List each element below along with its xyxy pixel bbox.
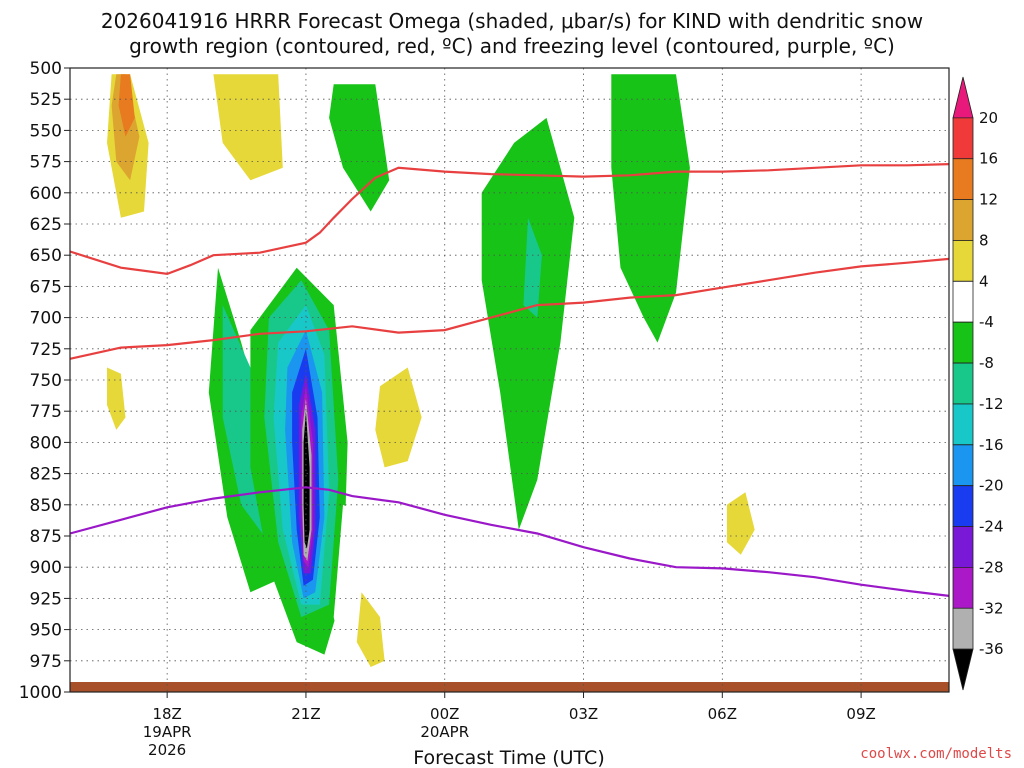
chart-title-line2: growth region (contoured, red, ºC) and f… bbox=[129, 34, 895, 58]
colorbar-label--12: -12 bbox=[979, 395, 1004, 413]
x-tick-label-18Z: 18Z bbox=[152, 705, 181, 723]
colorbar-label-20: 20 bbox=[979, 109, 998, 127]
contour-lines bbox=[69, 163, 950, 597]
y-tick-label-875: 875 bbox=[30, 527, 62, 547]
x-axis-label: Forecast Time (UTC) bbox=[413, 747, 604, 768]
y-tick-label-550: 550 bbox=[30, 121, 62, 141]
contour-line-1 bbox=[69, 257, 950, 360]
colorbar-cell-5 bbox=[952, 280, 974, 323]
colorbar-label--8: -8 bbox=[979, 354, 994, 372]
colorbar-label--28: -28 bbox=[979, 558, 1004, 576]
omega-region-29 bbox=[620, 448, 778, 618]
omega-region-24 bbox=[375, 367, 422, 468]
colorbar-cell-3 bbox=[952, 199, 974, 241]
omega-region-26 bbox=[356, 592, 385, 667]
ground-layer bbox=[70, 682, 949, 692]
y-tick-label-600: 600 bbox=[30, 184, 62, 204]
colorbar: 20 16 12 8 4 -4 -8 -12 -16 -20 -24 -28 -32 -36 bbox=[952, 76, 1004, 691]
y-tick-label-675: 675 bbox=[30, 277, 62, 297]
omega-region-25 bbox=[333, 504, 422, 686]
ground-strip bbox=[70, 682, 949, 692]
x-tick-label-06Z: 06Z bbox=[708, 705, 737, 723]
colorbar-cell-14 bbox=[952, 648, 974, 691]
x-tick-label-00Z: 00Z bbox=[430, 705, 459, 723]
x-tick-date-18Z: 19APR bbox=[143, 723, 192, 741]
colorbar-cell-12 bbox=[952, 567, 974, 609]
y-tick-label-850: 850 bbox=[30, 496, 62, 516]
x-tick-date-00Z: 20APR bbox=[420, 723, 469, 741]
omega-region-31 bbox=[810, 242, 834, 337]
y-tick-label-525: 525 bbox=[30, 90, 62, 110]
colorbar-cell-7 bbox=[952, 362, 974, 405]
y-tick-label-775: 775 bbox=[30, 402, 62, 422]
x-tick-label-03Z: 03Z bbox=[569, 705, 598, 723]
x-tick-label-09Z: 09Z bbox=[846, 705, 875, 723]
omega-region-3 bbox=[118, 74, 135, 137]
colorbar-cell-8 bbox=[952, 403, 974, 446]
y-tick-label-625: 625 bbox=[30, 215, 62, 235]
omega-region-30 bbox=[726, 492, 755, 555]
colorbar-label--24: -24 bbox=[979, 518, 1004, 536]
y-tick-label-700: 700 bbox=[30, 309, 62, 329]
colorbar-cell-6 bbox=[952, 321, 974, 364]
y-tick-label-975: 975 bbox=[30, 652, 62, 672]
colorbar-cell-10 bbox=[952, 485, 974, 527]
omega-region-22 bbox=[303, 411, 310, 549]
colorbar-label-4: 4 bbox=[979, 272, 989, 290]
x-tick-year-18Z: 2026 bbox=[148, 741, 186, 759]
y-tick-label-500: 500 bbox=[30, 59, 62, 79]
y-tick-label-575: 575 bbox=[30, 153, 62, 173]
omega-region-7 bbox=[107, 367, 126, 430]
omega-region-12 bbox=[523, 217, 542, 318]
colorbar-label--16: -16 bbox=[979, 436, 1004, 454]
omega-region-27 bbox=[97, 642, 306, 682]
colorbar-label--32: -32 bbox=[979, 599, 1004, 617]
colorbar-label-16: 16 bbox=[979, 150, 998, 168]
colorbar-label--4: -4 bbox=[979, 313, 994, 331]
colorbar-cell-4 bbox=[952, 240, 974, 282]
colorbar-cell-0 bbox=[952, 76, 974, 119]
colorbar-label-12: 12 bbox=[979, 191, 998, 209]
y-tick-label-900: 900 bbox=[30, 558, 62, 578]
y-tick-label-925: 925 bbox=[30, 589, 62, 609]
credit-text: coolwx.com/modelts bbox=[860, 746, 1012, 762]
colorbar-label-8: 8 bbox=[979, 231, 989, 249]
colorbar-cell-9 bbox=[952, 444, 974, 487]
colorbar-label--20: -20 bbox=[979, 477, 1004, 495]
chart-title-line1: 2026041916 HRRR Forecast Omega (shaded, … bbox=[101, 9, 923, 33]
y-tick-label-650: 650 bbox=[30, 246, 62, 266]
omega-region-11 bbox=[481, 117, 575, 530]
colorbar-label--36: -36 bbox=[979, 640, 1004, 658]
omega-region-5 bbox=[213, 74, 283, 181]
y-tick-label-800: 800 bbox=[30, 433, 62, 453]
y-tick-label-750: 750 bbox=[30, 371, 62, 391]
contour-line-2 bbox=[69, 486, 950, 597]
y-tick-label-825: 825 bbox=[30, 465, 62, 485]
omega-region-13 bbox=[611, 74, 690, 343]
colorbar-cell-1 bbox=[952, 117, 974, 160]
omega-region-28 bbox=[463, 617, 515, 674]
colorbar-cell-13 bbox=[952, 607, 974, 650]
contour-line-0 bbox=[69, 163, 950, 276]
x-tick-label-21Z: 21Z bbox=[291, 705, 320, 723]
colorbar-cell-11 bbox=[952, 526, 974, 568]
colorbar-cell-2 bbox=[952, 158, 974, 200]
y-tick-label-1000: 1000 bbox=[19, 683, 62, 703]
y-tick-label-725: 725 bbox=[30, 340, 62, 360]
y-axis: 500 525 550 575 600 625 650 675 700 725 750 775 800 8… bbox=[19, 59, 70, 703]
y-tick-label-950: 950 bbox=[30, 621, 62, 641]
